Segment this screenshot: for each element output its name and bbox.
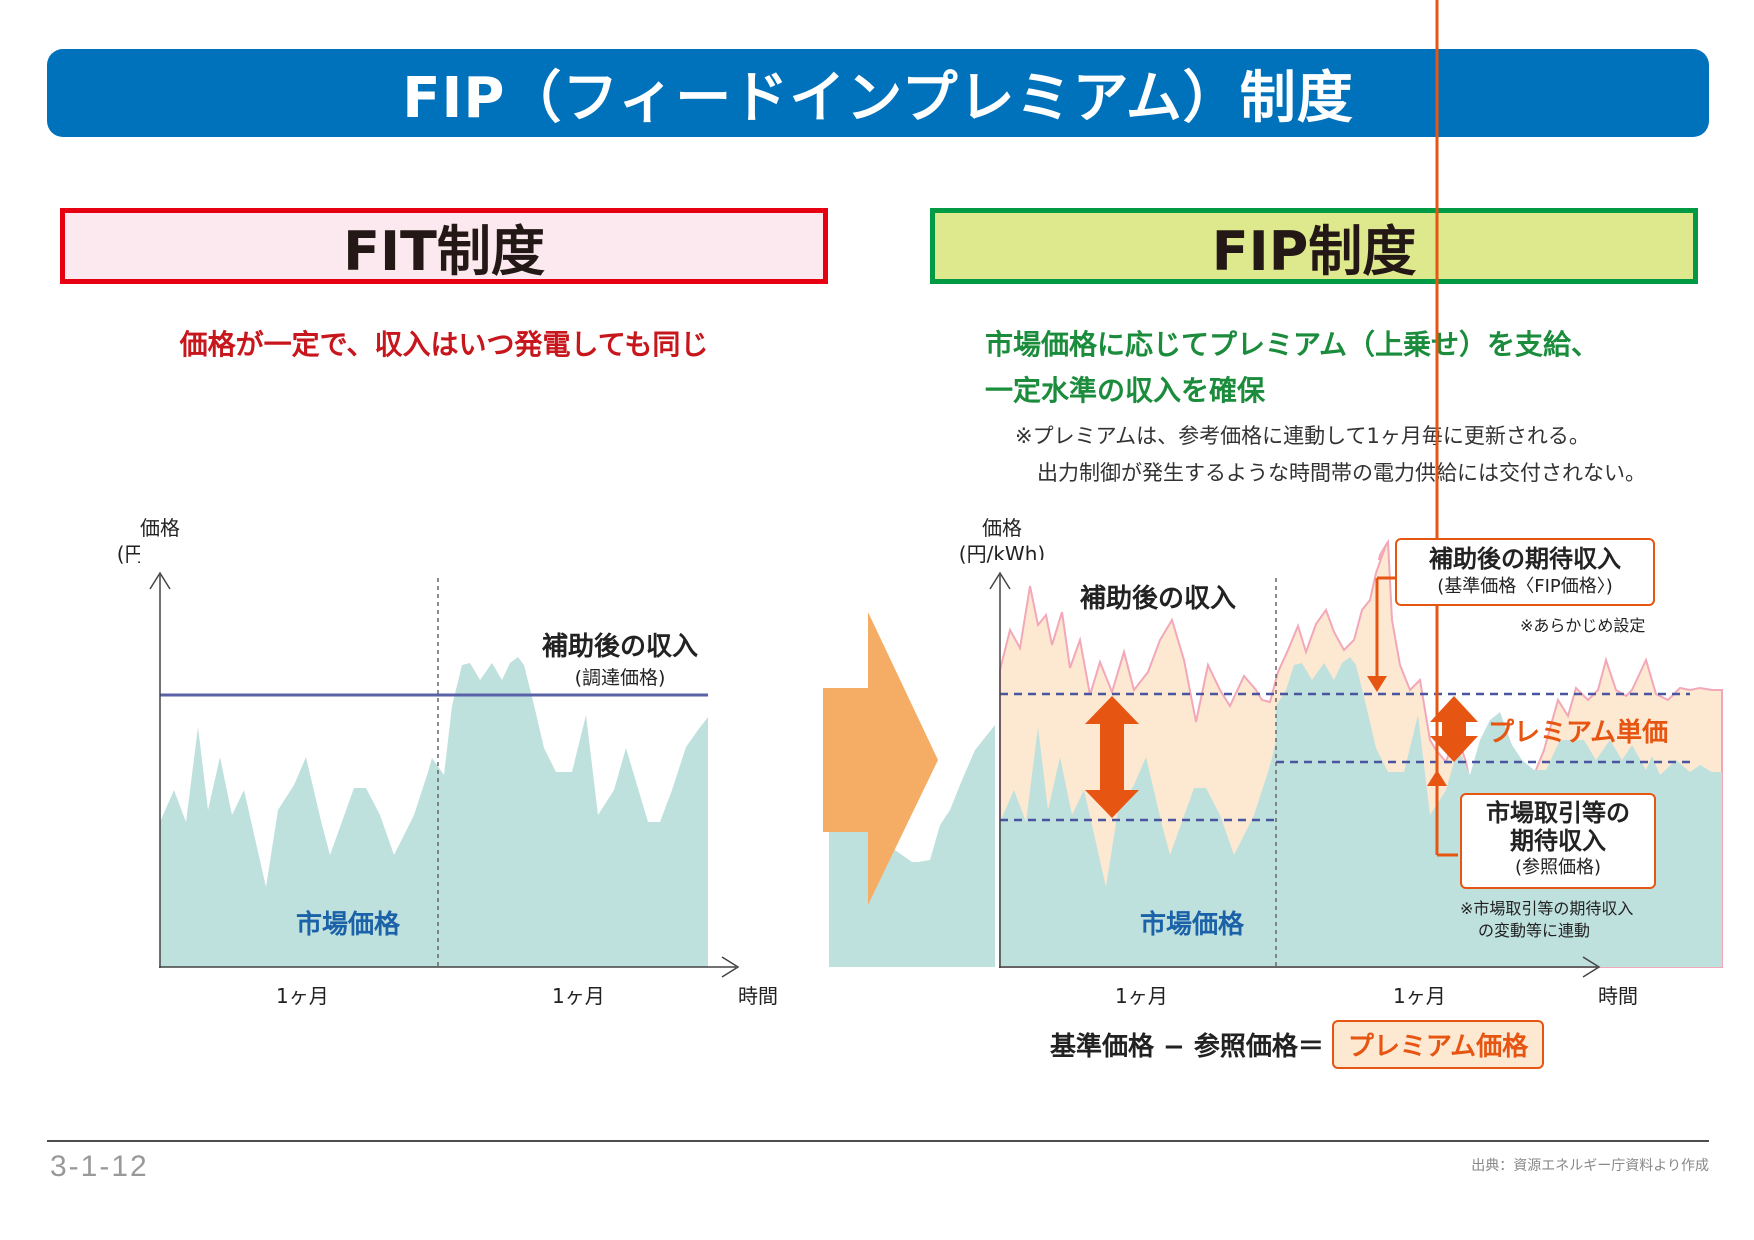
fip-lead-line-1: 市場価格に応じてプレミアム（上乗せ）を支給、 (985, 328, 1600, 361)
fit-x-axis-label: 時間 (738, 984, 778, 1008)
fip-y-axis-label-1: 価格 (982, 516, 1022, 540)
fit-income-title: 補助後の収入 (541, 632, 698, 662)
fit-lead-text: 価格が一定で、収入はいつ発電しても同じ (179, 328, 709, 361)
fip-premium-note: ※プレミアムは、参考価格に連動して1ヶ月毎に更新される。 出力制御が発生するよう… (1015, 418, 1735, 492)
fip-expected-income-sub: (基準価格〈FIP価格〉) (1437, 576, 1613, 597)
fip-period-1: 1ヶ月 (1115, 984, 1168, 1008)
fip-market-expected-line-2: 期待収入 (1510, 827, 1606, 855)
fip-x-axis-arrow (1582, 956, 1601, 978)
fit-income-sub: (調達価格) (574, 667, 666, 689)
fip-formula-left: 基準価格 − 参照価格＝ (1050, 1031, 1324, 1062)
fip-note-line-1: ※プレミアムは、参考価格に連動して1ヶ月毎に更新される。 (1015, 424, 1590, 448)
fip-premium-arrow-1 (1085, 696, 1139, 818)
fip-market-expected-box: 市場取引等の 期待収入 (参照価格) (1460, 793, 1656, 889)
fip-formula: 基準価格 − 参照価格＝ プレミアム価格 (1050, 1019, 1545, 1069)
fip-premium-unit-label: プレミアム単価 (1488, 718, 1669, 748)
fip-period-2: 1ヶ月 (1393, 984, 1446, 1008)
fip-expected-income-title: 補助後の期待収入 (1429, 545, 1621, 573)
fip-market-callout-arrow (1427, 770, 1447, 786)
fip-market-expected-note-2: の変動等に連動 (1478, 921, 1591, 940)
fip-expected-income-box: 補助後の期待収入 (基準価格〈FIP価格〉) (1395, 538, 1655, 606)
fip-lead-line-2: 一定水準の収入を確保 (985, 374, 1266, 407)
fip-income-label: 補助後の収入 (1080, 584, 1237, 614)
page-title: FIP（フィードインプレミアム）制度 (47, 49, 1709, 137)
fip-y-axis-arrow (989, 571, 1011, 590)
fip-premium-arrow-2 (1430, 696, 1478, 762)
fip-market-expected-note-1: ※市場取引等の期待収入 (1460, 899, 1634, 918)
fip-x-axis-label: 時間 (1598, 984, 1638, 1008)
fip-note-line-2: 出力制御が発生するような時間帯の電力供給には交付されない。 (1037, 461, 1646, 485)
fip-market-expected-note: ※市場取引等の期待収入 の変動等に連動 (1460, 898, 1633, 942)
fip-market-label: 市場価格 (1140, 910, 1245, 940)
fit-income-label: 補助後の収入 (調達価格) (520, 626, 720, 690)
fip-formula-result: プレミアム価格 (1331, 1019, 1545, 1069)
fip-market-expected-sub: (参照価格) (1514, 857, 1602, 878)
fit-period-1: 1ヶ月 (276, 984, 329, 1008)
fit-market-price-fill (160, 657, 708, 967)
fit-y-axis-label-1: 価格 (140, 516, 180, 540)
fip-lead-text: 市場価格に応じてプレミアム（上乗せ）を支給、 一定水準の収入を確保 (985, 322, 1725, 414)
fit-x-axis-arrow (721, 956, 740, 978)
big-right-arrow (823, 612, 938, 905)
fip-market-price-fill (1000, 657, 1722, 967)
page-number: 3-1-12 (50, 1150, 149, 1183)
fit-heading: FIT制度 (60, 208, 828, 284)
fit-period-2: 1ヶ月 (552, 984, 605, 1008)
source-note: 出典：資源エネルギー庁資料より作成 (1471, 1158, 1709, 1174)
fip-heading: FIP制度 (930, 208, 1698, 284)
fip-expected-income-note: ※あらかじめ設定 (1520, 616, 1646, 635)
fip-expected-callout-arrow (1367, 676, 1387, 692)
footer-divider (47, 1140, 1709, 1142)
fit-y-axis-arrow (149, 571, 171, 590)
fip-market-expected-line-1: 市場取引等の (1486, 799, 1630, 827)
fit-market-label: 市場価格 (296, 910, 401, 940)
